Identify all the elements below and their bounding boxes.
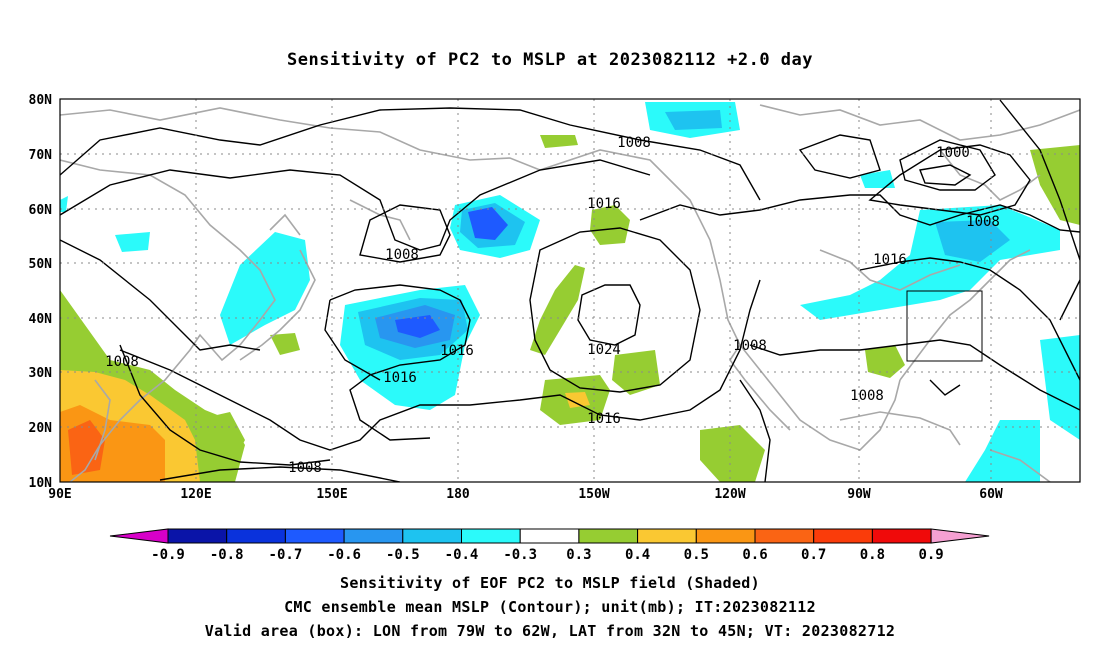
colorbar-box (167, 528, 228, 544)
colorbar-box (461, 528, 521, 544)
contour-label: 1008 (288, 460, 322, 476)
colorbar-box (226, 528, 286, 544)
lon-label: 120W (714, 487, 745, 502)
colorbar-tick-label: 0.9 (918, 547, 943, 563)
colorbar-tick-label: -0.9 (151, 547, 185, 563)
colorbar-tick-label: -0.8 (210, 547, 244, 563)
contour-label: 1016 (587, 411, 621, 427)
map-frame (59, 98, 1081, 483)
lon-label: 90W (847, 487, 871, 502)
longitude-labels: 90E 120E 150E 180 150W 120W 90W 60W (48, 487, 1003, 502)
caption-line-3: Valid area (box): LON from 79W to 62W, L… (204, 622, 896, 640)
caption-line-1: Sensitivity of EOF PC2 to MSLP field (Sh… (340, 574, 760, 592)
positive-sensitivity-areas (60, 135, 1080, 482)
colorbar-box (519, 528, 580, 544)
colorbar-low-triangle (109, 528, 169, 544)
map-title: Sensitivity of PC2 to MSLP at 2023082112… (286, 50, 813, 70)
contour-label: 1008 (105, 354, 139, 370)
lat-lon-grid (60, 99, 1080, 482)
colorbar-tick-label: 0.5 (684, 547, 709, 563)
colorbar-box (402, 528, 462, 544)
lon-label: 60W (979, 487, 1003, 502)
contour-label: 1000 (936, 145, 970, 161)
lat-label: 60N (29, 203, 53, 218)
lat-label: 40N (29, 312, 53, 327)
contour-label: 1008 (385, 247, 419, 263)
contour-label: 1008 (850, 388, 884, 404)
lat-label: 50N (29, 257, 53, 272)
lat-label: 20N (29, 421, 53, 436)
isobars (60, 99, 1080, 482)
colorbar-box (754, 528, 815, 544)
colorbar-tick-label: -0.7 (269, 547, 303, 563)
contour-label: 1008 (966, 214, 1000, 230)
lon-label: 180 (446, 487, 470, 502)
contour-label: 1016 (587, 196, 621, 212)
contour-label: 1016 (440, 343, 474, 359)
contour-label: 1008 (733, 338, 767, 354)
colorbar-box (813, 528, 873, 544)
lat-label: 70N (29, 148, 53, 163)
colorbar-box (871, 528, 932, 544)
sensitivity-shading (60, 102, 1080, 482)
colorbar-tick-label: 0.4 (625, 547, 650, 563)
lat-label: 10N (29, 476, 53, 491)
colorbar-high-triangle (930, 528, 990, 544)
colorbar-tick-label: 0.8 (860, 547, 885, 563)
contour-label: 1016 (873, 252, 907, 268)
colorbar-box (343, 528, 404, 544)
colorbar-box (695, 528, 756, 544)
contour-label: 1016 (383, 370, 417, 386)
lat-label: 80N (29, 93, 53, 108)
colorbar-tick-label: 0.3 (566, 547, 591, 563)
colorbar-tick-label: -0.4 (445, 547, 479, 563)
coastlines (60, 104, 1080, 482)
colorbar: -0.9 -0.8 -0.7 -0.6 -0.5 -0.4 -0.3 0.3 0.4 0.5 0.6… (109, 528, 990, 563)
contour-label: 1008 (617, 135, 651, 151)
colorbar-box (578, 528, 639, 544)
lon-label: 150W (578, 487, 609, 502)
colorbar-tick-label: 0.6 (742, 547, 767, 563)
colorbar-tick-label: -0.5 (386, 547, 420, 563)
valid-area-box (906, 290, 983, 362)
colorbar-tick-label: -0.3 (503, 547, 537, 563)
lat-label: 30N (29, 366, 53, 381)
lon-label: 90E (48, 487, 71, 502)
colorbar-tick-label: 0.7 (801, 547, 826, 563)
lon-label: 120E (180, 487, 211, 502)
colorbar-box (284, 528, 345, 544)
colorbar-box (637, 528, 697, 544)
caption-line-2: CMC ensemble mean MSLP (Contour); unit(m… (284, 598, 816, 616)
lon-label: 150E (316, 487, 347, 502)
colorbar-tick-label: -0.6 (327, 547, 361, 563)
contour-label-group: 1008 1000 1008 1016 1008 1016 1016 1024 … (105, 135, 1000, 476)
contour-label: 1024 (587, 342, 621, 358)
latitude-labels: 80N 70N 60N 50N 40N 30N 20N 10N (29, 93, 53, 491)
